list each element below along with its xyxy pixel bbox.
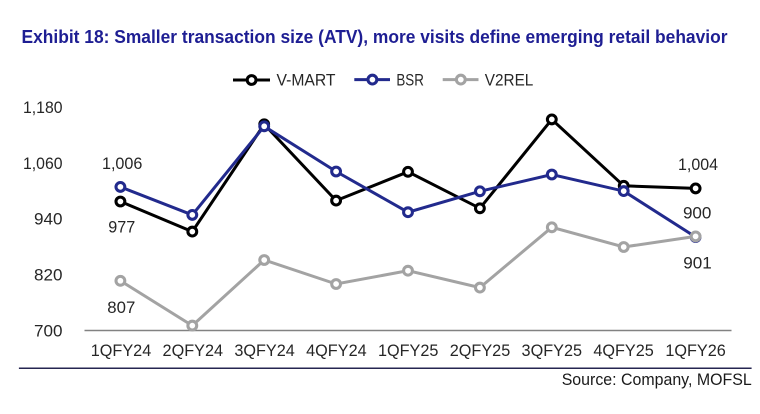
svg-text:V2REL: V2REL <box>485 71 534 90</box>
svg-text:940: 940 <box>34 210 63 229</box>
svg-text:2QFY24: 2QFY24 <box>163 341 224 360</box>
svg-text:1,004: 1,004 <box>678 155 718 174</box>
svg-text:1QFY25: 1QFY25 <box>378 341 439 360</box>
svg-text:1,006: 1,006 <box>102 154 143 173</box>
svg-text:1,060: 1,060 <box>23 154 63 173</box>
svg-text:807: 807 <box>107 298 135 317</box>
svg-text:1,180: 1,180 <box>23 98 63 117</box>
svg-text:3QFY24: 3QFY24 <box>234 341 295 360</box>
svg-text:700: 700 <box>34 322 63 341</box>
svg-text:Source: Company, MOFSL: Source: Company, MOFSL <box>562 370 752 389</box>
svg-text:2QFY25: 2QFY25 <box>450 341 511 360</box>
svg-text:820: 820 <box>34 266 63 285</box>
svg-text:977: 977 <box>108 218 135 237</box>
svg-text:4QFY25: 4QFY25 <box>593 341 654 360</box>
svg-text:4QFY24: 4QFY24 <box>306 341 367 360</box>
svg-text:1QFY24: 1QFY24 <box>91 341 152 360</box>
svg-text:3QFY25: 3QFY25 <box>522 341 583 360</box>
svg-text:901: 901 <box>683 254 712 273</box>
svg-text:V-MART: V-MART <box>277 71 336 90</box>
svg-text:Exhibit 18: Smaller transactio: Exhibit 18: Smaller transaction size (AT… <box>22 27 728 47</box>
svg-text:1QFY26: 1QFY26 <box>665 341 726 360</box>
svg-text:900: 900 <box>683 204 712 223</box>
svg-text:BSR: BSR <box>396 71 424 90</box>
